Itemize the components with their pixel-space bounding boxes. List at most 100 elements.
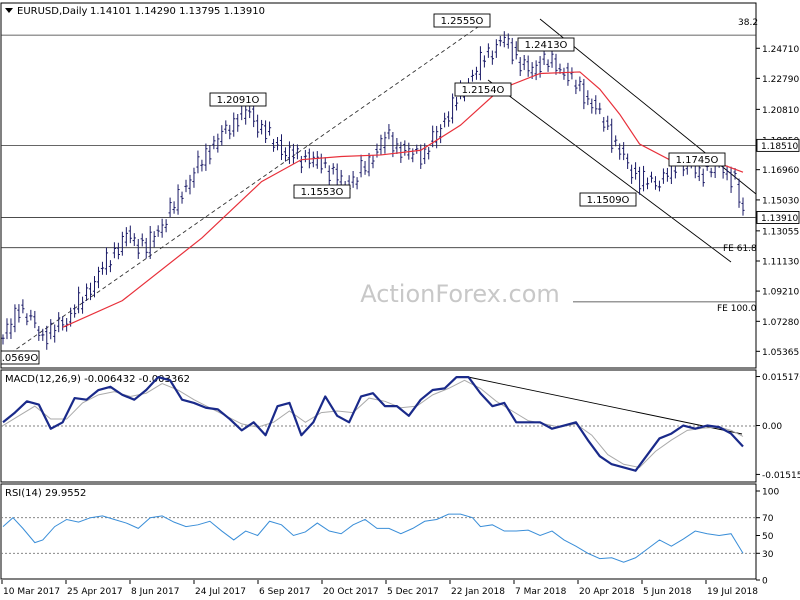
ohlc-bar <box>602 117 606 132</box>
ohlc-bar <box>112 242 116 259</box>
ohlc-bar <box>522 54 526 71</box>
ohlc-bar <box>649 171 654 183</box>
ohlc-bar <box>80 296 85 314</box>
ohlc-bar <box>630 164 634 184</box>
ohlc-bar <box>606 115 610 131</box>
ohlc-bar <box>506 33 510 49</box>
annotation-box <box>579 192 637 207</box>
ohlc-bar <box>431 125 435 148</box>
ohlc-bar <box>562 67 566 80</box>
ohlc-bar <box>379 134 383 156</box>
ohlc-bar <box>478 46 483 81</box>
ohlc-bar <box>534 60 538 81</box>
ohlc-bar <box>359 154 363 178</box>
price-annotations: 1.2555O 1.2413O 1.2091O 1.2154O 1.1553O 1.150… <box>0 13 726 365</box>
ohlc-bar <box>5 318 9 340</box>
ohlc-bar <box>41 328 45 341</box>
ohlc-bar <box>76 286 81 314</box>
ohlc-bar <box>486 43 490 58</box>
ohlc-bar <box>172 201 176 214</box>
time-tick-label: 10 Mar 2017 <box>3 587 60 597</box>
ohlc-bar <box>367 152 371 177</box>
ohlc-bar <box>725 165 729 181</box>
price-annotation: 1.2154O <box>454 82 512 97</box>
macd-axis: 0.015176 0.00 -0.015150 <box>756 373 800 481</box>
time-tick-label: 5 Jun 2018 <box>643 587 692 597</box>
ohlc-bar <box>57 312 61 333</box>
ohlc-bar <box>645 177 650 190</box>
ohlc-bar <box>443 112 447 128</box>
time-tick-label: 24 Jul 2017 <box>195 587 246 597</box>
ohlc-bar <box>622 142 626 161</box>
ohlc-bar <box>140 233 144 247</box>
ohlc-bar <box>554 53 558 75</box>
ohlc-bar <box>415 144 419 154</box>
annotation-label: .0569O <box>2 353 39 364</box>
ohlc-bar <box>327 165 331 186</box>
ohlc-bar <box>271 138 276 152</box>
annotation-box <box>293 184 351 199</box>
price-axis: 1.247101.227901.208101.188501.169601.150… <box>756 45 799 358</box>
ohlc-bar <box>208 145 212 165</box>
ohlc-bar <box>9 318 13 339</box>
time-axis: 10 Mar 2017 25 Apr 2017 8 Jun 2017 24 Jul 2… <box>1 580 758 597</box>
macd-title: MACD(12,26,9) -0.006432 -0.003362 <box>5 374 190 385</box>
ohlc-bar <box>403 140 407 156</box>
channel-lower-line <box>487 79 732 263</box>
ohlc-bar <box>37 326 41 341</box>
time-tick-label: 19 Jul 2018 <box>707 587 758 597</box>
ohlc-bar <box>263 120 268 144</box>
fib-label: FE 100.0 <box>717 304 757 314</box>
ohlc-bar <box>21 299 25 314</box>
ohlc-bar <box>283 147 288 162</box>
ohlc-bar <box>586 90 590 106</box>
level-price-label: 1.18510 <box>761 142 798 152</box>
ohlc-bar <box>387 124 391 140</box>
ohlc-bar <box>427 146 431 160</box>
macd-tick-label: 0.00 <box>762 422 782 432</box>
price-tick-label: 1.15030 <box>762 196 799 206</box>
ohlc-bar <box>204 143 208 171</box>
dropdown-triangle-icon[interactable] <box>5 8 13 13</box>
ohlc-bar <box>311 151 315 168</box>
ohlc-bar <box>228 124 232 140</box>
price-annotation: .0569O <box>0 350 40 365</box>
ohlc-bar <box>737 178 741 208</box>
ohlc-bar <box>196 150 200 174</box>
ohlc-bar <box>546 59 550 72</box>
ohlc-bar <box>248 106 252 119</box>
price-tick-label: 1.16960 <box>762 166 799 176</box>
ohlc-bar <box>244 103 248 125</box>
ohlc-bar <box>13 304 17 333</box>
price-tick-label: 1.09210 <box>762 288 799 298</box>
annotation-box <box>668 152 726 167</box>
ohlc-bar <box>395 137 399 154</box>
rsi-guides <box>1 517 756 554</box>
ohlc-bar <box>49 319 53 340</box>
macd-trendline <box>467 376 743 435</box>
ohlc-bar <box>212 135 216 150</box>
ohlc-bar <box>518 57 522 76</box>
ohlc-bar <box>514 41 518 60</box>
price-tick-label: 1.24710 <box>762 45 799 55</box>
ohlc-bar <box>363 161 367 175</box>
ohlc-bar <box>184 179 188 193</box>
ohlc-bar <box>17 304 21 323</box>
last-price-box <box>756 211 800 224</box>
ohlc-bar <box>598 102 602 115</box>
ohlc-bar <box>733 168 737 180</box>
ohlc-bar <box>92 276 97 298</box>
ohlc-bar <box>673 166 677 179</box>
ohlc-bar <box>641 165 646 192</box>
price-annotation: 1.1553O <box>293 184 351 199</box>
rsi-lines <box>2 513 744 563</box>
ohlc-bar <box>61 316 65 331</box>
price-panel-frame <box>0 2 757 369</box>
price-tick-label: 1.07280 <box>762 318 799 328</box>
ohlc-bar <box>168 197 172 218</box>
ohlc-bar <box>45 325 49 350</box>
ohlc-bar <box>88 282 93 301</box>
ohlc-bar <box>498 35 502 47</box>
rsi-tick-label: 50 <box>762 532 774 542</box>
annotation-box <box>433 13 491 28</box>
